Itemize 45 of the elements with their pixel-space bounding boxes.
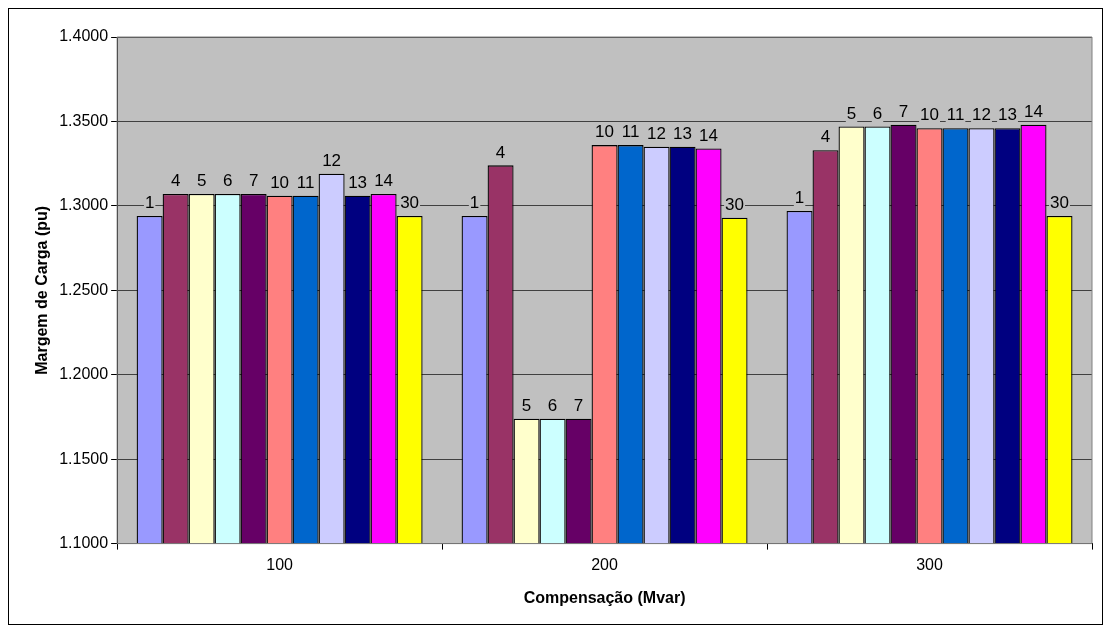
series-label: 4 — [495, 142, 506, 162]
y-tick-label: 1.1000 — [59, 534, 109, 552]
text: 10 — [595, 122, 615, 142]
text: 14 — [374, 171, 394, 191]
series-label: 1 — [794, 188, 805, 208]
series-label: 30 — [400, 193, 420, 213]
text: 6 — [547, 395, 558, 415]
text: 10 — [270, 172, 290, 192]
series-label: 14 — [1024, 102, 1043, 121]
series-label: 10 — [920, 105, 939, 125]
text: 5 — [196, 171, 207, 191]
y-tick-label: 1.3500 — [59, 111, 109, 129]
text: 6 — [222, 171, 233, 191]
text: 12 — [647, 123, 667, 143]
series-label: 6 — [872, 103, 883, 123]
y-axis-title: Margem de Carga (pu) — [33, 205, 51, 375]
text: 30 — [725, 194, 745, 214]
text: 13 — [998, 105, 1017, 125]
text: 13 — [348, 172, 368, 192]
text: 4 — [820, 127, 831, 147]
series-label: 5 — [846, 103, 857, 123]
y-tick-label: 1.1500 — [59, 449, 109, 467]
y-tick-label: 1.2500 — [59, 280, 109, 298]
y-tick-label: 1.2000 — [59, 365, 109, 383]
text: 7 — [248, 171, 259, 191]
text: 12 — [972, 105, 991, 125]
series-label: 7 — [898, 102, 909, 121]
text: 7 — [573, 395, 584, 415]
x-axis-title: Compensação (Mvar) — [523, 588, 686, 606]
text: 1 — [144, 193, 155, 213]
x-tick-label: 200 — [591, 555, 619, 573]
text: 1 — [469, 193, 480, 213]
text: 4 — [170, 171, 181, 191]
x-tick-label: 100 — [266, 555, 294, 573]
text: 11 — [296, 172, 315, 192]
y-tick-label: 1.4000 — [59, 27, 109, 45]
text: 14 — [699, 125, 719, 145]
text: 30 — [1050, 193, 1069, 213]
text: 11 — [621, 122, 640, 142]
series-label: 11 — [946, 105, 965, 125]
text: 5 — [521, 395, 532, 415]
series-label: 13 — [673, 123, 693, 143]
x-tick-label: 300 — [916, 555, 943, 573]
y-tick-label: 1.3000 — [59, 196, 109, 214]
series-label: 12 — [322, 150, 342, 170]
